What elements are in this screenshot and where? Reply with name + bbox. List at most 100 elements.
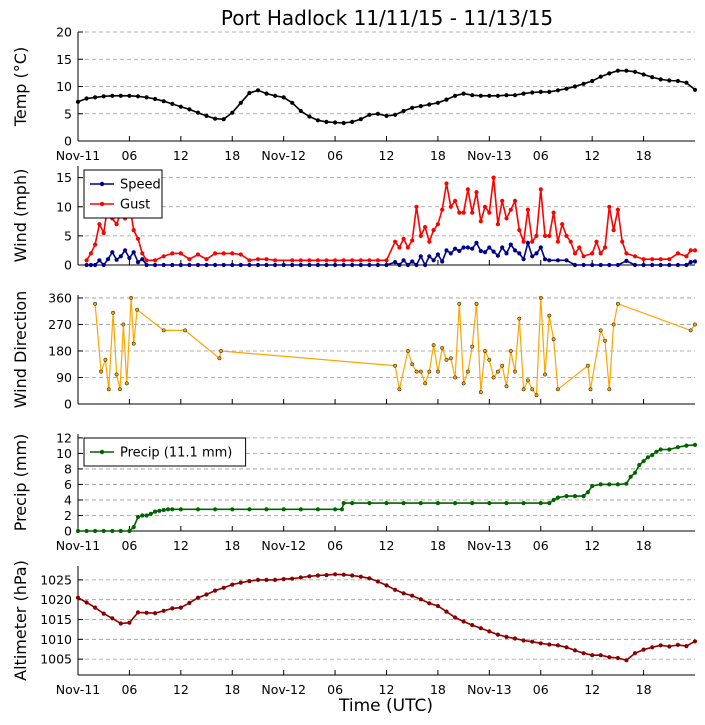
data-point <box>667 257 672 262</box>
data-point <box>75 99 81 104</box>
data-point <box>178 104 183 109</box>
data-point <box>620 239 625 244</box>
data-point <box>375 111 380 116</box>
data-point <box>658 77 663 82</box>
data-point <box>684 644 689 649</box>
data-point <box>264 91 269 96</box>
data-point <box>324 258 329 263</box>
data-point <box>602 245 608 250</box>
data-point <box>530 639 535 644</box>
data-point <box>217 356 222 361</box>
x-tick-label: Nov-13 <box>467 682 511 697</box>
data-point <box>393 260 398 265</box>
x-tick-label: 06 <box>121 538 137 553</box>
data-point <box>264 262 269 268</box>
data-point <box>628 474 633 479</box>
y-tick-label: 12 <box>56 430 72 445</box>
data-point <box>247 258 252 263</box>
x-tick-label: 18 <box>636 538 652 553</box>
data-point <box>405 262 410 268</box>
data-point <box>684 80 689 85</box>
data-point <box>418 254 423 259</box>
data-point <box>187 257 192 262</box>
data-point <box>564 494 569 499</box>
data-point <box>448 251 453 256</box>
data-point <box>688 248 693 253</box>
data-point <box>93 605 98 610</box>
data-point <box>427 601 432 606</box>
data-point <box>598 482 603 487</box>
data-point <box>127 620 132 625</box>
data-point <box>487 245 492 250</box>
data-point <box>129 295 134 300</box>
data-point <box>204 262 209 268</box>
data-point <box>590 483 595 489</box>
y-tick-label: 0 <box>64 134 72 149</box>
y-tick-label: 90 <box>56 370 72 385</box>
data-point <box>273 262 278 268</box>
y-tick-label: 5 <box>64 228 72 243</box>
data-point <box>457 210 462 215</box>
data-point <box>230 582 235 587</box>
data-point <box>144 95 149 100</box>
data-point <box>384 258 389 263</box>
legend-swatch-marker <box>99 181 105 187</box>
data-point <box>457 248 462 254</box>
data-point <box>487 93 492 98</box>
x-tick-label: 06 <box>533 682 549 697</box>
data-point <box>110 528 115 534</box>
data-point <box>572 262 578 268</box>
data-point <box>478 93 483 98</box>
data-point <box>341 258 346 263</box>
data-point <box>585 490 591 495</box>
data-point <box>230 507 235 512</box>
data-point <box>654 449 659 454</box>
data-point <box>290 262 295 268</box>
data-point <box>307 574 312 579</box>
x-tick-label: 12 <box>173 148 189 163</box>
data-point <box>135 94 141 99</box>
data-point <box>692 248 698 253</box>
data-point <box>84 528 89 534</box>
data-point <box>264 257 269 262</box>
data-point <box>213 588 218 593</box>
data-point <box>84 96 89 101</box>
data-point <box>521 91 526 96</box>
data-point <box>414 262 419 268</box>
data-point <box>315 118 320 123</box>
data-point <box>264 577 269 583</box>
data-point <box>577 245 582 250</box>
y-tick-label: 1020 <box>40 592 72 607</box>
data-point <box>423 225 428 230</box>
panel-wind: 0 5 10 15 Wind (mph) Speed Gust <box>11 166 698 273</box>
data-point <box>504 93 509 98</box>
data-point <box>393 363 398 368</box>
data-point <box>435 100 440 105</box>
data-point <box>350 262 355 268</box>
data-point <box>114 222 119 227</box>
data-point <box>675 262 681 268</box>
data-point <box>495 93 500 98</box>
data-point <box>461 381 466 386</box>
data-point <box>153 611 158 616</box>
x-tick-label: 06 <box>327 148 343 163</box>
data-point <box>427 102 432 107</box>
data-point <box>688 260 693 265</box>
data-point <box>607 204 612 209</box>
data-point <box>75 595 81 600</box>
data-point <box>594 239 599 244</box>
data-point <box>414 369 419 374</box>
data-point <box>615 262 621 268</box>
data-point <box>495 222 500 227</box>
x-tick-label: 18 <box>636 682 652 697</box>
data-point <box>547 258 552 263</box>
data-point <box>324 573 329 578</box>
x-tick-label: 18 <box>430 148 446 163</box>
data-point <box>358 262 363 268</box>
data-point <box>221 585 226 590</box>
data-point <box>637 462 642 468</box>
data-point <box>135 610 141 615</box>
data-point <box>93 301 98 306</box>
data-point <box>324 262 329 268</box>
y-tick-label: 4 <box>64 492 72 507</box>
